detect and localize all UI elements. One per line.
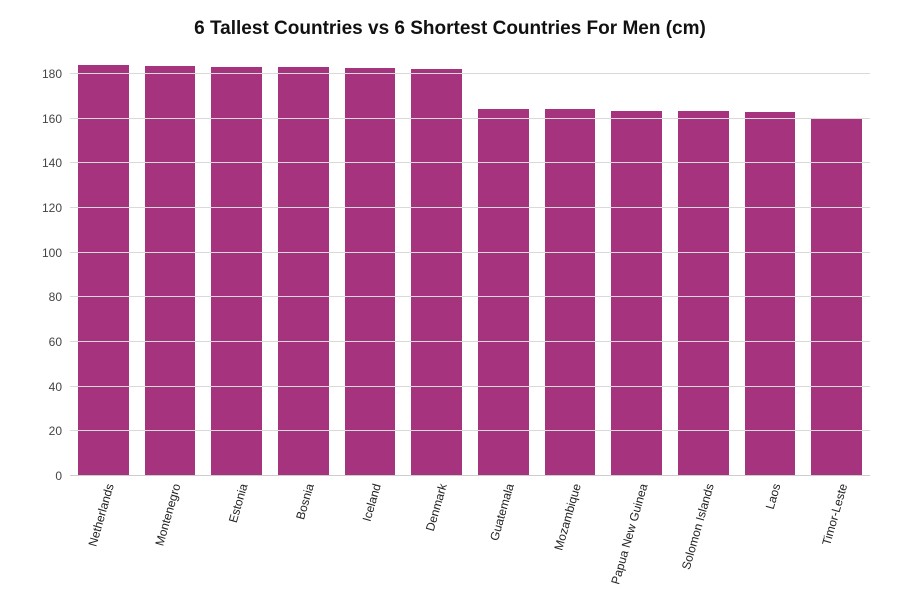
x-tick-label: Iceland [359, 482, 383, 523]
bar-track [603, 56, 670, 476]
x-label-slot: Denmark [403, 476, 470, 596]
bar-track [670, 56, 737, 476]
bar-track [337, 56, 404, 476]
bar-track [137, 56, 204, 476]
x-axis-labels: Netherlands Montenegro Estonia Bosnia Icelan… [70, 476, 870, 596]
x-tick-label: Solomon Islands [679, 482, 717, 571]
y-tick-label: 140 [42, 156, 70, 170]
x-label-slot: Mozambique [537, 476, 604, 596]
x-tick-label: Mozambique [551, 482, 583, 552]
chart-title: 6 Tallest Countries vs 6 Shortest Countr… [20, 18, 880, 40]
bar [611, 111, 662, 476]
x-tick-label: Guatemala [487, 482, 517, 542]
bar [211, 67, 262, 476]
y-tick-label: 100 [42, 246, 70, 260]
y-tick-label: 180 [42, 67, 70, 81]
x-label-slot: Iceland [337, 476, 404, 596]
x-tick-label: Bosnia [293, 482, 317, 521]
x-label-slot: Laos [737, 476, 804, 596]
x-label-slot: Guatemala [470, 476, 537, 596]
bar [545, 109, 596, 477]
bar [278, 67, 329, 476]
y-tick-label: 20 [49, 424, 70, 438]
plot-area: 020406080100120140160180 [70, 56, 870, 476]
grid-line [70, 296, 870, 297]
x-label-slot: Solomon Islands [670, 476, 737, 596]
x-tick-label: Papua New Guinea [608, 482, 650, 586]
bar [678, 111, 729, 476]
x-label-slot: Estonia [203, 476, 270, 596]
x-label-slot: Bosnia [270, 476, 337, 596]
grid-line [70, 341, 870, 342]
x-tick-label: Estonia [226, 482, 250, 524]
bar-track [470, 56, 537, 476]
bar-track [270, 56, 337, 476]
grid-line [70, 118, 870, 119]
grid-line [70, 252, 870, 253]
bars-row [70, 56, 870, 476]
bar-track [803, 56, 870, 476]
bar-track [537, 56, 604, 476]
grid-line [70, 386, 870, 387]
chart-container: 6 Tallest Countries vs 6 Shortest Countr… [0, 0, 900, 599]
bar [145, 66, 196, 476]
y-tick-label: 60 [49, 335, 70, 349]
y-tick-label: 80 [49, 290, 70, 304]
x-label-slot: Netherlands [70, 476, 137, 596]
bar [78, 65, 129, 476]
x-tick-label: Timor-Leste [819, 482, 850, 547]
x-tick-label: Montenegro [152, 482, 183, 547]
bar [745, 112, 796, 476]
y-tick-label: 40 [49, 380, 70, 394]
grid-line [70, 73, 870, 74]
x-tick-label: Laos [763, 482, 784, 511]
x-tick-label: Denmark [423, 482, 450, 533]
grid-line [70, 162, 870, 163]
bar [811, 119, 862, 476]
bar [345, 68, 396, 476]
y-tick-label: 160 [42, 112, 70, 126]
y-tick-label: 120 [42, 201, 70, 215]
grid-line [70, 430, 870, 431]
y-tick-label: 0 [55, 469, 70, 483]
bar-track [403, 56, 470, 476]
x-label-slot: Papua New Guinea [603, 476, 670, 596]
x-label-slot: Montenegro [137, 476, 204, 596]
x-label-slot: Timor-Leste [803, 476, 870, 596]
bar-track [737, 56, 804, 476]
bar-track [203, 56, 270, 476]
bar-track [70, 56, 137, 476]
x-tick-label: Netherlands [85, 482, 116, 548]
bar [411, 69, 462, 476]
bar [478, 109, 529, 477]
grid-line [70, 207, 870, 208]
